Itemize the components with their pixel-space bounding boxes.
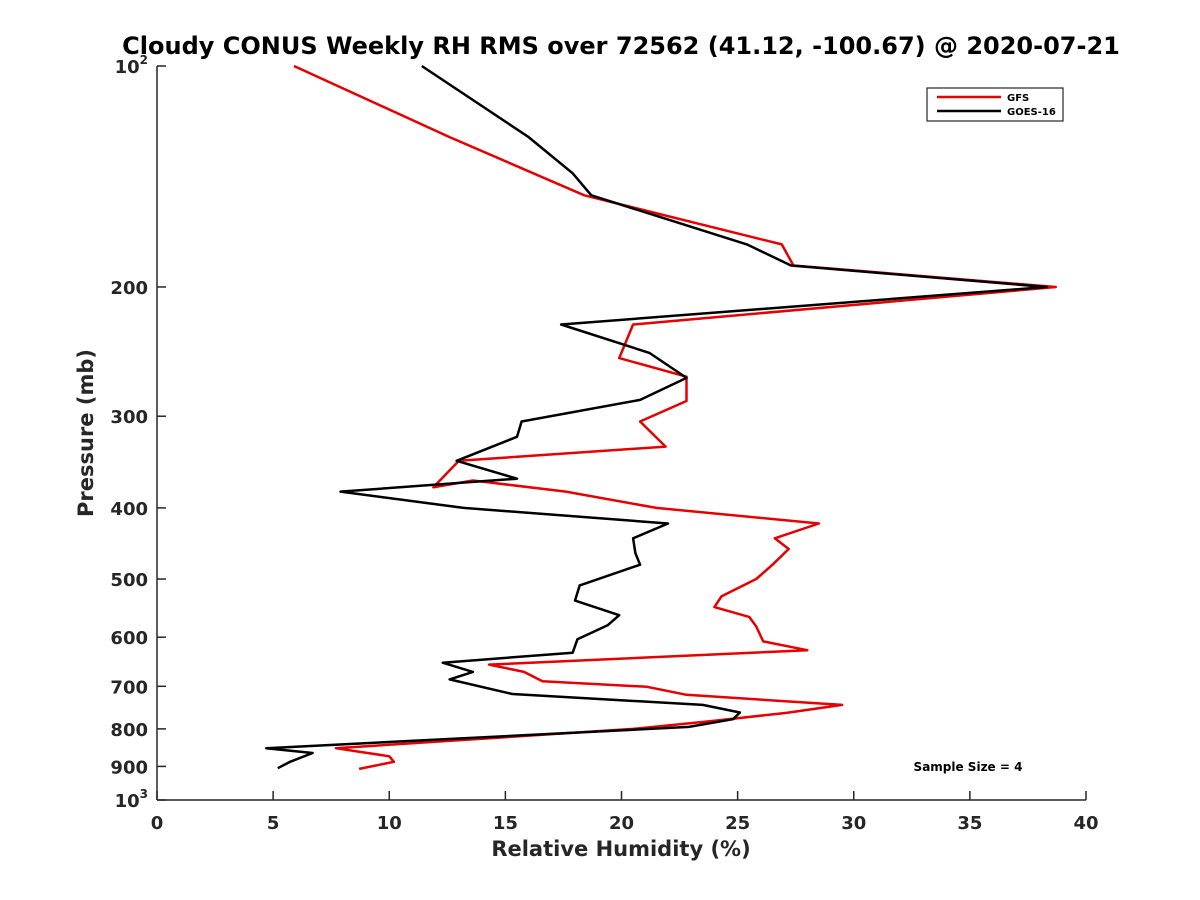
y-tick-label: 102 — [115, 53, 148, 78]
legend: GFS GOES-16 — [926, 87, 1064, 122]
y-tick-label: 500 — [110, 570, 148, 591]
x-tick-label: 35 — [957, 813, 982, 834]
series-line-goes-16 — [264, 64, 1048, 770]
y-tick-label: 400 — [110, 499, 148, 520]
plot-area — [264, 64, 1058, 771]
x-tick-label: 40 — [1073, 813, 1098, 834]
x-axis-label: Relative Humidity (%) — [491, 837, 750, 861]
y-tick-label: 900 — [110, 757, 148, 778]
x-tick-label: 15 — [493, 813, 518, 834]
x-tick-label: 20 — [609, 813, 634, 834]
y-tick-label: 700 — [110, 677, 148, 698]
chart-title: Cloudy CONUS Weekly RH RMS over 72562 (4… — [122, 32, 1120, 60]
series-line-gfs — [293, 64, 1058, 771]
y-tick-label: 103 — [115, 787, 148, 812]
y-tick-label: 800 — [110, 720, 148, 741]
legend-label-goes16: GOES-16 — [1007, 107, 1056, 118]
y-axis-label: Pressure (mb) — [74, 349, 98, 517]
y-tick-label: 200 — [110, 278, 148, 299]
x-tick-label: 0 — [151, 813, 164, 834]
x-tick-label: 5 — [267, 813, 280, 834]
x-tick-label: 10 — [377, 813, 402, 834]
y-tick-label: 600 — [110, 628, 148, 649]
y-tick-label: 300 — [110, 407, 148, 428]
x-tick-label: 25 — [725, 813, 750, 834]
sample-size-annotation: Sample Size = 4 — [914, 760, 1023, 774]
x-tick-label: 30 — [841, 813, 866, 834]
y-axis-ticks: 102 200 300 400 500 600 700 800 900 103 — [110, 53, 166, 812]
x-axis-ticks: 0 5 10 15 20 25 30 35 40 — [151, 791, 1099, 834]
legend-box — [926, 87, 1064, 122]
legend-label-gfs: GFS — [1007, 93, 1029, 104]
